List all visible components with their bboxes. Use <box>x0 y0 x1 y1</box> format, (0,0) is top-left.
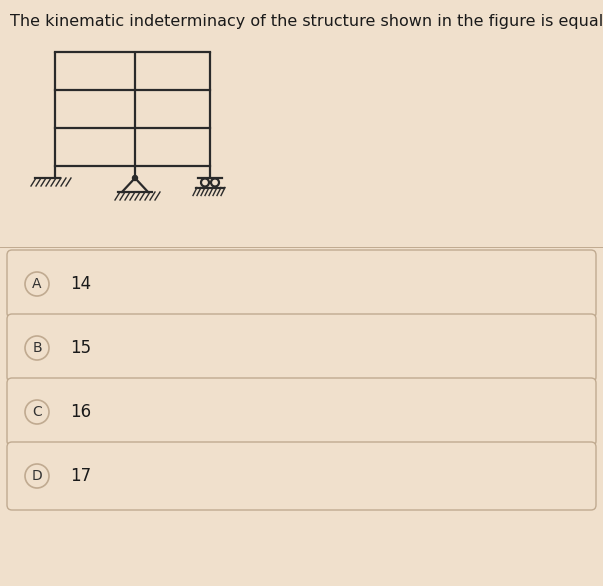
Text: 17: 17 <box>70 467 91 485</box>
Text: A: A <box>32 277 42 291</box>
Text: D: D <box>31 469 42 483</box>
Ellipse shape <box>25 400 49 424</box>
Text: The kinematic indeterminacy of the structure shown in the figure is equal to: The kinematic indeterminacy of the struc… <box>10 14 603 29</box>
FancyBboxPatch shape <box>7 442 596 510</box>
Text: B: B <box>32 341 42 355</box>
Ellipse shape <box>25 464 49 488</box>
Text: C: C <box>32 405 42 419</box>
Text: 15: 15 <box>70 339 91 357</box>
FancyBboxPatch shape <box>7 378 596 446</box>
Ellipse shape <box>25 272 49 296</box>
Circle shape <box>133 175 137 180</box>
Text: 16: 16 <box>70 403 91 421</box>
Ellipse shape <box>25 336 49 360</box>
FancyBboxPatch shape <box>7 314 596 382</box>
FancyBboxPatch shape <box>7 250 596 318</box>
Text: 14: 14 <box>70 275 91 293</box>
